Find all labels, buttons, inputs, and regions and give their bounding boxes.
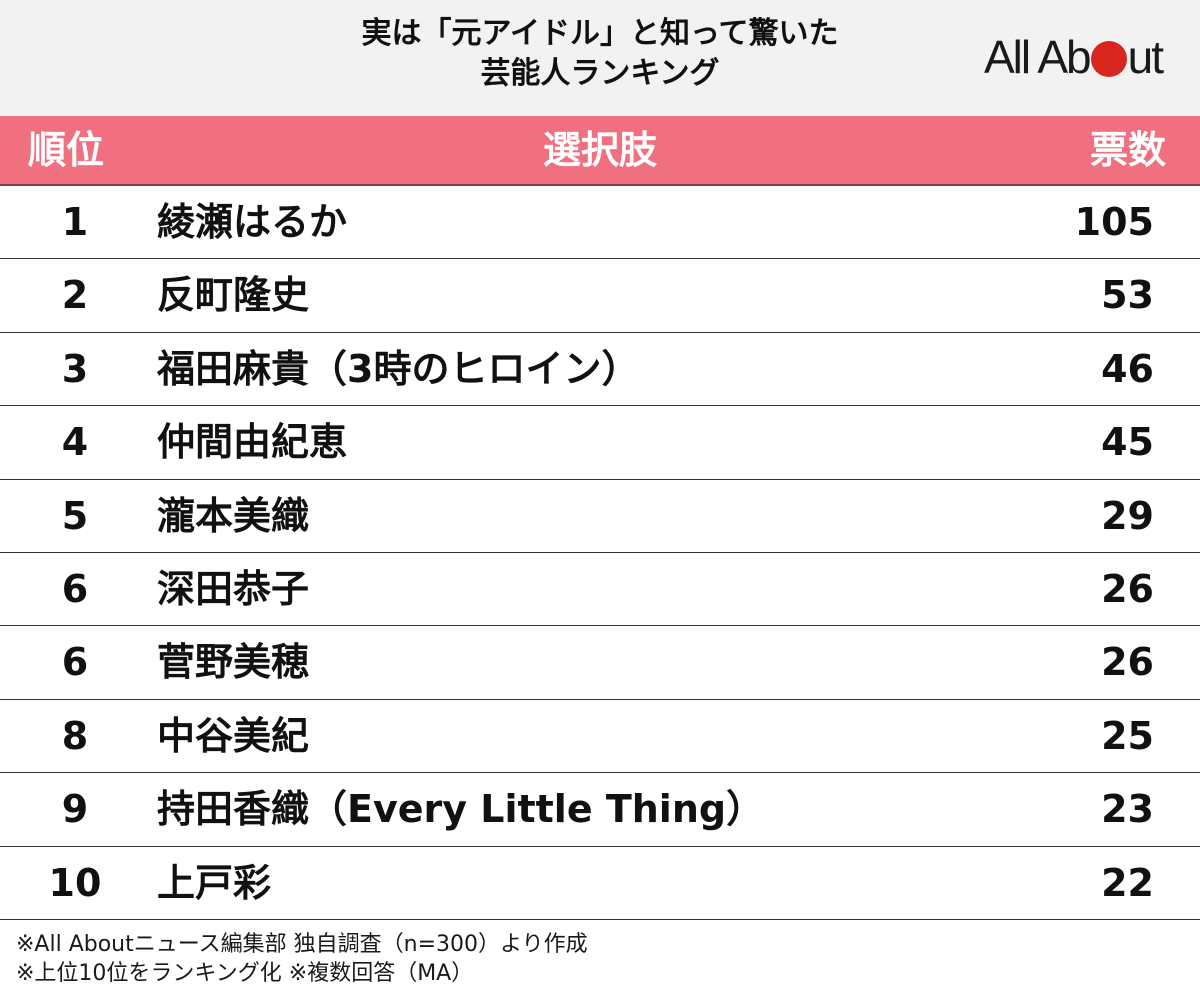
votes-cell: 53 [1101, 273, 1154, 318]
rank-cell: 2 [61, 273, 89, 318]
table-row: 5 瀧本美織 29 [0, 480, 1200, 553]
rank-cell: 8 [61, 713, 89, 758]
votes-cell: 46 [1101, 346, 1154, 391]
votes-cell: 45 [1101, 420, 1154, 465]
name-cell: 持田香織（Every Little Thing） [157, 787, 765, 832]
source-note-1: ※All Aboutニュース編集部 独自調査（n=300）より作成 [16, 932, 588, 957]
header-votes: 票数 [1089, 128, 1166, 172]
name-cell: 中谷美紀 [157, 713, 310, 758]
rank-cell: 5 [61, 493, 89, 538]
rank-cell: 4 [61, 420, 89, 465]
rank-cell: 6 [61, 640, 89, 685]
votes-cell: 26 [1101, 566, 1154, 611]
name-cell: 反町隆史 [157, 273, 310, 318]
chart-title-line-2: 芸能人ランキング [480, 56, 720, 91]
table-row: 3 福田麻貴（3時のヒロイン） 46 [0, 333, 1200, 407]
logo-text-right: ut [1127, 31, 1164, 83]
votes-cell: 22 [1101, 860, 1154, 905]
chart-title-line-1: 実は「元アイドル」と知って驚いた [361, 16, 839, 51]
table-row: 10 上戸彩 22 [0, 847, 1200, 920]
rank-cell: 6 [61, 566, 89, 611]
chart-title: 実は「元アイドル」と知って驚いた 芸能人ランキング [230, 14, 970, 94]
name-cell: 福田麻貴（3時のヒロイン） [157, 346, 640, 391]
table-row: 9 持田香織（Every Little Thing） 23 [0, 773, 1200, 847]
rank-cell: 3 [61, 346, 89, 391]
table-row: 2 反町隆史 53 [0, 259, 1200, 333]
rank-cell: 9 [61, 787, 89, 832]
votes-cell: 105 [1074, 200, 1154, 244]
table-row: 1 綾瀬はるか 105 [0, 186, 1200, 260]
name-cell: 菅野美穂 [157, 640, 310, 685]
rank-cell: 10 [48, 860, 102, 905]
table-row: 4 仲間由紀恵 45 [0, 406, 1200, 480]
logo-text-left: All Ab [984, 31, 1092, 83]
table-row: 6 菅野美穂 26 [0, 626, 1200, 700]
votes-cell: 23 [1101, 787, 1154, 832]
name-cell: 仲間由紀恵 [157, 420, 348, 465]
name-cell: 上戸彩 [157, 860, 272, 905]
votes-cell: 29 [1101, 493, 1154, 538]
rank-cell: 1 [61, 200, 89, 244]
table-header: 選択肢 順位 票数 [0, 116, 1200, 186]
ranking-table-body: 1 綾瀬はるか 105 2 反町隆史 53 3 福田麻貴（3時のヒロイン） 46… [0, 186, 1200, 920]
logo-red-dot-icon [1090, 41, 1127, 77]
header-choice: 選択肢 [542, 128, 657, 172]
header-rank: 順位 [28, 128, 105, 172]
name-cell: 綾瀬はるか [157, 200, 348, 244]
table-row: 6 深田恭子 26 [0, 553, 1200, 627]
name-cell: 深田恭子 [157, 566, 310, 611]
source-notes: ※All Aboutニュース編集部 独自調査（n=300）より作成 ※上位10位… [16, 930, 588, 988]
source-note-2: ※上位10位をランキング化 ※複数回答（MA） [16, 961, 474, 986]
title-area: 実は「元アイドル」と知って驚いた 芸能人ランキング All Ab ut [0, 0, 1200, 116]
all-about-logo: All Ab ut [984, 30, 1164, 84]
votes-cell: 26 [1101, 640, 1154, 685]
votes-cell: 25 [1101, 713, 1154, 758]
table-row: 8 中谷美紀 25 [0, 700, 1200, 774]
name-cell: 瀧本美織 [157, 493, 310, 538]
